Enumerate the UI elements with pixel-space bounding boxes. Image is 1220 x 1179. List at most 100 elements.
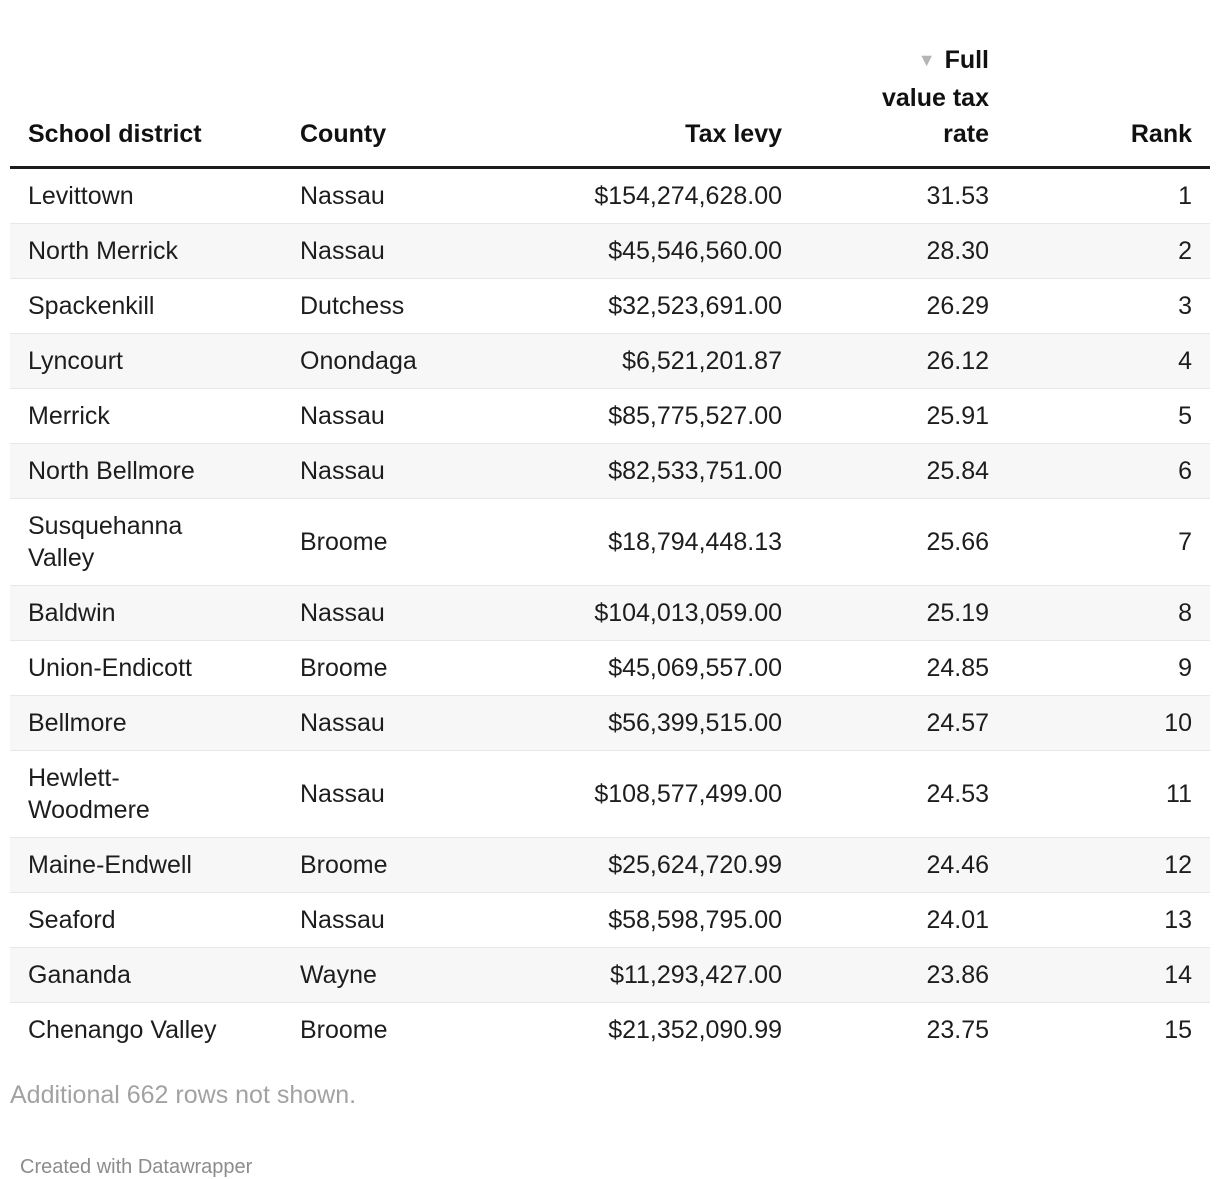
cell-full_value_tax_rate: 24.85 [800,640,1007,696]
data-table: School district County Tax levy ▼ Full v… [10,42,1210,1057]
cell-county: Nassau [282,750,482,838]
cell-county: Onondaga [282,333,482,389]
table-row: Maine-Endwell Broome $25,624,720.99 24.46 12 [10,837,1210,893]
table-row: Hewlett-Woodmere Nassau $108,577,499.00 24.… [10,750,1210,838]
col-header-full-value-tax-rate-label: Full value tax rate [881,46,989,148]
cell-county: Broome [282,640,482,696]
cell-tax_levy: $11,293,427.00 [482,947,800,1003]
cell-school_district: Bellmore [10,695,282,751]
cell-full_value_tax_rate: 25.66 [800,498,1007,586]
col-header-county[interactable]: County [282,42,482,169]
cell-school_district: Hewlett-Woodmere [10,750,282,838]
cell-school_district: North Merrick [10,223,282,279]
table-row: Union-Endicott Broome $45,069,557.00 24.85 9 [10,640,1210,696]
cell-school_district: Spackenkill [10,278,282,334]
cell-rank: 3 [1007,278,1210,334]
table-header: School district County Tax levy ▼ Full v… [10,42,1210,169]
cell-rank: 11 [1007,750,1210,838]
table-row: Bellmore Nassau $56,399,515.00 24.57 10 [10,695,1210,751]
cell-county: Nassau [282,388,482,444]
cell-county: Wayne [282,947,482,1003]
table-row: Levittown Nassau $154,274,628.00 31.53 1 [10,168,1210,224]
cell-tax_levy: $82,533,751.00 [482,443,800,499]
cell-rank: 8 [1007,585,1210,641]
cell-rank: 13 [1007,892,1210,948]
cell-rank: 15 [1007,1002,1210,1057]
table-row: Susquehanna Valley Broome $18,794,448.13 25… [10,498,1210,586]
datawrapper-attribution: Created with Datawrapper [20,1156,253,1178]
cell-tax_levy: $45,546,560.00 [482,223,800,279]
table-row: Gananda Wayne $11,293,427.00 23.86 14 [10,947,1210,1003]
cell-county: Nassau [300,182,385,210]
cell-tax_levy: $45,069,557.00 [482,640,800,696]
cell-tax_levy: $6,521,201.87 [482,333,800,389]
cell-county: Nassau [282,223,482,279]
cell-full_value_tax_rate: 24.57 [800,695,1007,751]
table-row: North Bellmore Nassau $82,533,751.00 25.84 6 [10,443,1210,499]
cell-tax_levy: $104,013,059.00 [482,585,800,641]
cell-full_value_tax_rate: 25.91 [800,388,1007,444]
cell-full_value_tax_rate: 26.12 [800,333,1007,389]
cell-tax_levy: $32,523,691.00 [482,278,800,334]
cell-rank: 5 [1007,388,1210,444]
cell-rank: 2 [1007,223,1210,279]
cell-full_value_tax_rate: 25.19 [800,585,1007,641]
cell-full_value_tax_rate: 24.01 [800,892,1007,948]
cell-full_value_tax_rate: 31.53 [926,182,989,210]
cell-tax_levy: $21,352,090.99 [482,1002,800,1057]
cell-full_value_tax_rate: 26.29 [800,278,1007,334]
cell-county: Nassau [282,585,482,641]
table-row: North Merrick Nassau $45,546,560.00 28.30 2 [10,223,1210,279]
table-row: Spackenkill Dutchess $32,523,691.00 26.29 3 [10,278,1210,334]
table-body: Levittown Nassau $154,274,628.00 31.53 1 Nort… [10,168,1210,1057]
cell-county: Nassau [282,892,482,948]
cell-tax_levy: $25,624,720.99 [482,837,800,893]
col-header-county-label: County [300,120,387,148]
table-row: Chenango Valley Broome $21,352,090.99 23.75… [10,1002,1210,1057]
cell-county: Broome [282,837,482,893]
col-header-tax-levy[interactable]: Tax levy [482,42,800,169]
col-header-rank-label: Rank [1130,120,1192,148]
cell-rank: 12 [1007,837,1210,893]
cell-school_district: Lyncourt [10,333,282,389]
cell-school_district: Seaford [10,892,282,948]
cell-rank: 14 [1007,947,1210,1003]
cell-full_value_tax_rate: 28.30 [800,223,1007,279]
cell-tax_levy: $56,399,515.00 [482,695,800,751]
cell-full_value_tax_rate: 25.84 [800,443,1007,499]
table-row: Seaford Nassau $58,598,795.00 24.01 13 [10,892,1210,948]
cell-county: Nassau [282,695,482,751]
cell-tax_levy: $108,577,499.00 [482,750,800,838]
cell-rank: 10 [1007,695,1210,751]
rows-not-shown-note: Additional 662 rows not shown. [10,1081,357,1109]
cell-full_value_tax_rate: 23.75 [800,1002,1007,1057]
cell-county: Dutchess [282,278,482,334]
cell-tax_levy: $154,274,628.00 [594,182,782,210]
cell-rank: 9 [1007,640,1210,696]
cell-full_value_tax_rate: 24.46 [800,837,1007,893]
cell-tax_levy: $58,598,795.00 [482,892,800,948]
cell-school_district: Merrick [10,388,282,444]
cell-rank: 4 [1007,333,1210,389]
col-header-school-district[interactable]: School district [10,42,282,169]
cell-tax_levy: $85,775,527.00 [482,388,800,444]
cell-school_district: Maine-Endwell [10,837,282,893]
cell-county: Nassau [282,443,482,499]
col-header-full-value-tax-rate[interactable]: ▼ Full value tax rate [800,42,1007,169]
cell-rank: 7 [1007,498,1210,586]
cell-rank: 1 [1178,182,1192,210]
col-header-rank[interactable]: Rank [1007,42,1210,169]
cell-school_district: Baldwin [10,585,282,641]
table-row: Lyncourt Onondaga $6,521,201.87 26.12 4 [10,333,1210,389]
cell-school_district: Gananda [10,947,282,1003]
table-row: Merrick Nassau $85,775,527.00 25.91 5 [10,388,1210,444]
cell-school_district: Chenango Valley [10,1002,282,1057]
cell-school_district: Levittown [28,182,134,210]
cell-school_district: Union-Endicott [10,640,282,696]
cell-county: Broome [282,1002,482,1057]
cell-rank: 6 [1007,443,1210,499]
cell-county: Broome [282,498,482,586]
cell-full_value_tax_rate: 23.86 [800,947,1007,1003]
col-header-tax-levy-label: Tax levy [685,120,782,148]
